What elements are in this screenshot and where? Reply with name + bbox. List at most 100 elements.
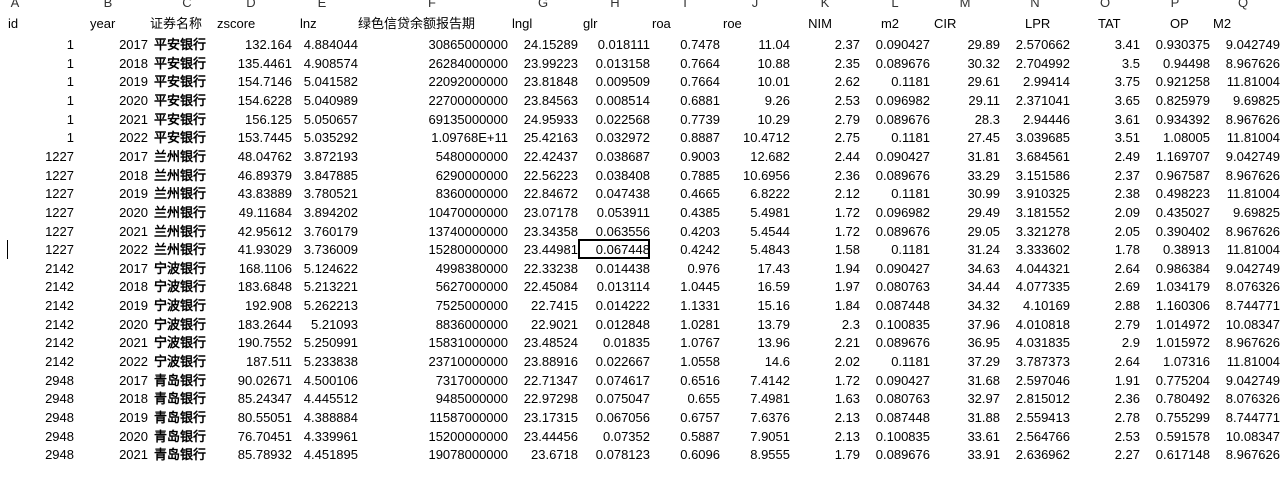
data-cell[interactable]: 2.64: [1114, 354, 1140, 370]
data-cell[interactable]: 2020: [119, 204, 148, 220]
data-cell[interactable]: 0.4665: [680, 186, 720, 202]
data-cell[interactable]: 23710000000: [428, 354, 508, 370]
data-cell[interactable]: 0.080763: [875, 391, 930, 407]
data-cell[interactable]: 0.038687: [595, 148, 650, 164]
data-cell[interactable]: 2.69: [1114, 279, 1140, 295]
data-cell[interactable]: 9.69825: [1233, 204, 1280, 220]
data-cell[interactable]: 2021: [119, 223, 148, 239]
data-cell[interactable]: 15280000000: [428, 242, 508, 258]
header-cell[interactable]: 证券名称: [150, 16, 203, 31]
data-cell[interactable]: 0.009509: [595, 74, 650, 90]
data-cell[interactable]: 5.040989: [303, 92, 358, 108]
data-cell[interactable]: 22.45084: [523, 279, 578, 295]
data-cell[interactable]: 宁波银行: [153, 279, 206, 295]
data-cell[interactable]: 4.884044: [303, 37, 358, 52]
data-cell[interactable]: 29.05: [967, 223, 1000, 239]
data-cell[interactable]: 0.825979: [1155, 92, 1210, 108]
data-cell[interactable]: 25.42163: [523, 130, 578, 146]
data-cell[interactable]: 10.4712: [743, 130, 790, 146]
data-cell[interactable]: 9.26: [764, 92, 790, 108]
data-cell[interactable]: 0.921258: [1155, 74, 1210, 90]
data-cell[interactable]: 13740000000: [428, 223, 508, 239]
data-cell[interactable]: 5.250991: [303, 335, 358, 351]
column-letter-c[interactable]: C: [182, 0, 192, 10]
data-cell[interactable]: 0.498223: [1155, 186, 1210, 202]
data-cell[interactable]: 11.81004: [1226, 74, 1280, 90]
data-cell[interactable]: 3.65: [1114, 92, 1140, 108]
data-cell[interactable]: 2020: [119, 428, 148, 444]
data-cell[interactable]: 0.4203: [680, 223, 720, 239]
data-cell[interactable]: 0.5887: [680, 428, 720, 444]
data-cell[interactable]: 4.500106: [303, 372, 358, 388]
data-cell[interactable]: 10470000000: [428, 204, 508, 220]
data-cell[interactable]: 24.15289: [523, 37, 578, 52]
data-cell[interactable]: 0.7739: [680, 111, 720, 127]
data-cell[interactable]: 0.012848: [595, 316, 650, 332]
data-cell[interactable]: 154.7146: [237, 74, 292, 90]
data-cell[interactable]: 2017: [119, 372, 148, 388]
data-cell[interactable]: 6.8222: [750, 186, 790, 202]
data-cell[interactable]: 4.10169: [1023, 298, 1070, 314]
data-cell[interactable]: 10.88: [757, 55, 790, 71]
data-cell[interactable]: 0.087448: [875, 410, 930, 425]
data-cell[interactable]: 4.445512: [303, 391, 358, 407]
data-cell[interactable]: 2018: [119, 55, 148, 71]
data-cell[interactable]: 13.96: [757, 335, 790, 351]
data-cell[interactable]: 15200000000: [428, 428, 508, 444]
data-cell[interactable]: 0.100835: [875, 428, 930, 444]
data-cell[interactable]: 2948: [45, 372, 74, 388]
data-cell[interactable]: 5.233838: [303, 354, 358, 370]
data-cell[interactable]: 8.744771: [1225, 410, 1280, 425]
data-cell[interactable]: 1227: [45, 148, 74, 164]
data-cell[interactable]: 0.435027: [1155, 204, 1210, 220]
data-cell[interactable]: 2.62: [834, 74, 860, 90]
data-cell[interactable]: 0.067448: [595, 242, 650, 258]
data-cell[interactable]: 7.4142: [750, 372, 790, 388]
header-cell[interactable]: roe: [723, 16, 742, 31]
data-cell[interactable]: 2142: [45, 335, 74, 351]
data-cell[interactable]: 2.564766: [1015, 428, 1070, 444]
data-cell[interactable]: 8836000000: [435, 316, 508, 332]
data-cell[interactable]: 2.37: [1114, 167, 1140, 183]
data-cell[interactable]: 0.089676: [875, 223, 930, 239]
data-cell[interactable]: 0.934392: [1155, 111, 1210, 127]
data-cell[interactable]: 1.0281: [680, 316, 720, 332]
column-letter-n[interactable]: N: [1030, 0, 1040, 10]
data-cell[interactable]: 2.559413: [1015, 410, 1070, 425]
data-cell[interactable]: 23.99223: [523, 55, 578, 71]
data-cell[interactable]: 0.6757: [680, 410, 720, 425]
data-cell[interactable]: 10.6956: [743, 167, 790, 183]
data-cell[interactable]: 0.1181: [891, 130, 930, 146]
data-cell[interactable]: 22.33238: [523, 260, 578, 276]
data-cell[interactable]: 2.78: [1114, 410, 1140, 425]
data-cell[interactable]: 5.035292: [303, 130, 358, 146]
data-cell[interactable]: 2022: [119, 242, 148, 258]
data-cell[interactable]: 2948: [45, 391, 74, 407]
data-cell[interactable]: 4998380000: [435, 260, 508, 276]
data-cell[interactable]: 兰州银行: [153, 223, 206, 239]
data-cell[interactable]: 30.99: [967, 186, 1000, 202]
data-cell[interactable]: 9.042749: [1225, 372, 1280, 388]
data-cell[interactable]: 2019: [119, 410, 148, 425]
data-cell[interactable]: 0.1181: [891, 242, 930, 258]
data-cell[interactable]: 2.36: [1114, 391, 1140, 407]
header-cell[interactable]: roa: [652, 16, 671, 31]
data-cell[interactable]: 22.7415: [531, 298, 578, 314]
data-cell[interactable]: 青岛银行: [153, 447, 206, 463]
data-cell[interactable]: 7.4981: [750, 391, 790, 407]
data-cell[interactable]: 2.53: [1114, 428, 1140, 444]
data-cell[interactable]: 2.79: [1114, 316, 1140, 332]
data-cell[interactable]: 0.9003: [680, 148, 720, 164]
data-cell[interactable]: 1.97: [834, 279, 860, 295]
data-cell[interactable]: 187.511: [245, 354, 292, 370]
data-cell[interactable]: 16.59: [757, 279, 790, 295]
data-cell[interactable]: 34.63: [967, 260, 1000, 276]
data-cell[interactable]: 0.1181: [891, 354, 930, 370]
column-letter-i[interactable]: I: [683, 0, 687, 10]
data-cell[interactable]: 27.45: [967, 130, 1000, 146]
data-cell[interactable]: 0.930375: [1155, 37, 1210, 52]
data-cell[interactable]: 2.9: [1121, 335, 1140, 351]
data-cell[interactable]: 1227: [45, 223, 74, 239]
data-cell[interactable]: 8.076326: [1225, 279, 1280, 295]
data-cell[interactable]: 33.91: [967, 447, 1000, 463]
